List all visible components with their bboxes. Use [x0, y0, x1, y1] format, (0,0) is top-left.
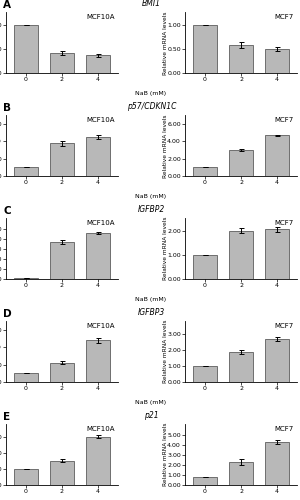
Bar [14, 24, 38, 73]
Text: MCF7: MCF7 [274, 324, 294, 330]
Text: MCF7: MCF7 [274, 14, 294, 20]
Text: p21: p21 [144, 412, 159, 420]
Bar [193, 255, 217, 279]
Text: D: D [3, 309, 12, 319]
Y-axis label: Relative mRNA levels: Relative mRNA levels [163, 320, 168, 384]
Bar [14, 278, 38, 279]
Bar [50, 143, 74, 176]
Y-axis label: Relative mRNA levels: Relative mRNA levels [163, 11, 168, 74]
Bar [50, 461, 74, 485]
Text: MCF7: MCF7 [274, 118, 294, 124]
Bar [193, 478, 217, 485]
Text: MCF7: MCF7 [274, 426, 294, 432]
Bar [229, 352, 253, 382]
Bar [266, 442, 289, 485]
Text: MCF10A: MCF10A [86, 324, 115, 330]
Text: MCF10A: MCF10A [86, 118, 115, 124]
Text: NaB (mM): NaB (mM) [135, 194, 166, 199]
Text: MCF7: MCF7 [274, 220, 294, 226]
Bar [14, 168, 38, 176]
Bar [86, 436, 110, 485]
Bar [50, 242, 74, 279]
Bar [193, 24, 217, 73]
Bar [50, 52, 74, 73]
Text: E: E [3, 412, 10, 422]
Bar [86, 340, 110, 382]
Bar [86, 55, 110, 73]
Text: C: C [3, 206, 10, 216]
Text: MCF10A: MCF10A [86, 426, 115, 432]
Text: IGFBP3: IGFBP3 [138, 308, 165, 318]
Bar [266, 136, 289, 176]
Text: IGFBP2: IGFBP2 [138, 206, 165, 214]
Bar [193, 168, 217, 176]
Bar [229, 462, 253, 485]
Y-axis label: Relative mRNA levels: Relative mRNA levels [163, 114, 168, 178]
Bar [229, 45, 253, 73]
Bar [86, 233, 110, 279]
Y-axis label: Relative mRNA levels: Relative mRNA levels [163, 423, 168, 486]
Bar [229, 150, 253, 176]
Bar [14, 469, 38, 485]
Text: A: A [3, 0, 11, 10]
Text: p57/CDKN1C: p57/CDKN1C [127, 102, 176, 112]
Bar [193, 366, 217, 382]
Bar [229, 230, 253, 279]
Text: B: B [3, 103, 11, 113]
Bar [266, 339, 289, 382]
Text: NaB (mM): NaB (mM) [135, 400, 166, 405]
Text: MCF10A: MCF10A [86, 220, 115, 226]
Text: NaB (mM): NaB (mM) [135, 297, 166, 302]
Y-axis label: Relative mRNA levels: Relative mRNA levels [163, 217, 168, 280]
Text: BMI1: BMI1 [142, 0, 161, 8]
Bar [266, 230, 289, 279]
Bar [86, 137, 110, 176]
Bar [266, 49, 289, 73]
Text: NaB (mM): NaB (mM) [135, 91, 166, 96]
Bar [50, 362, 74, 382]
Text: MCF10A: MCF10A [86, 14, 115, 20]
Bar [14, 374, 38, 382]
